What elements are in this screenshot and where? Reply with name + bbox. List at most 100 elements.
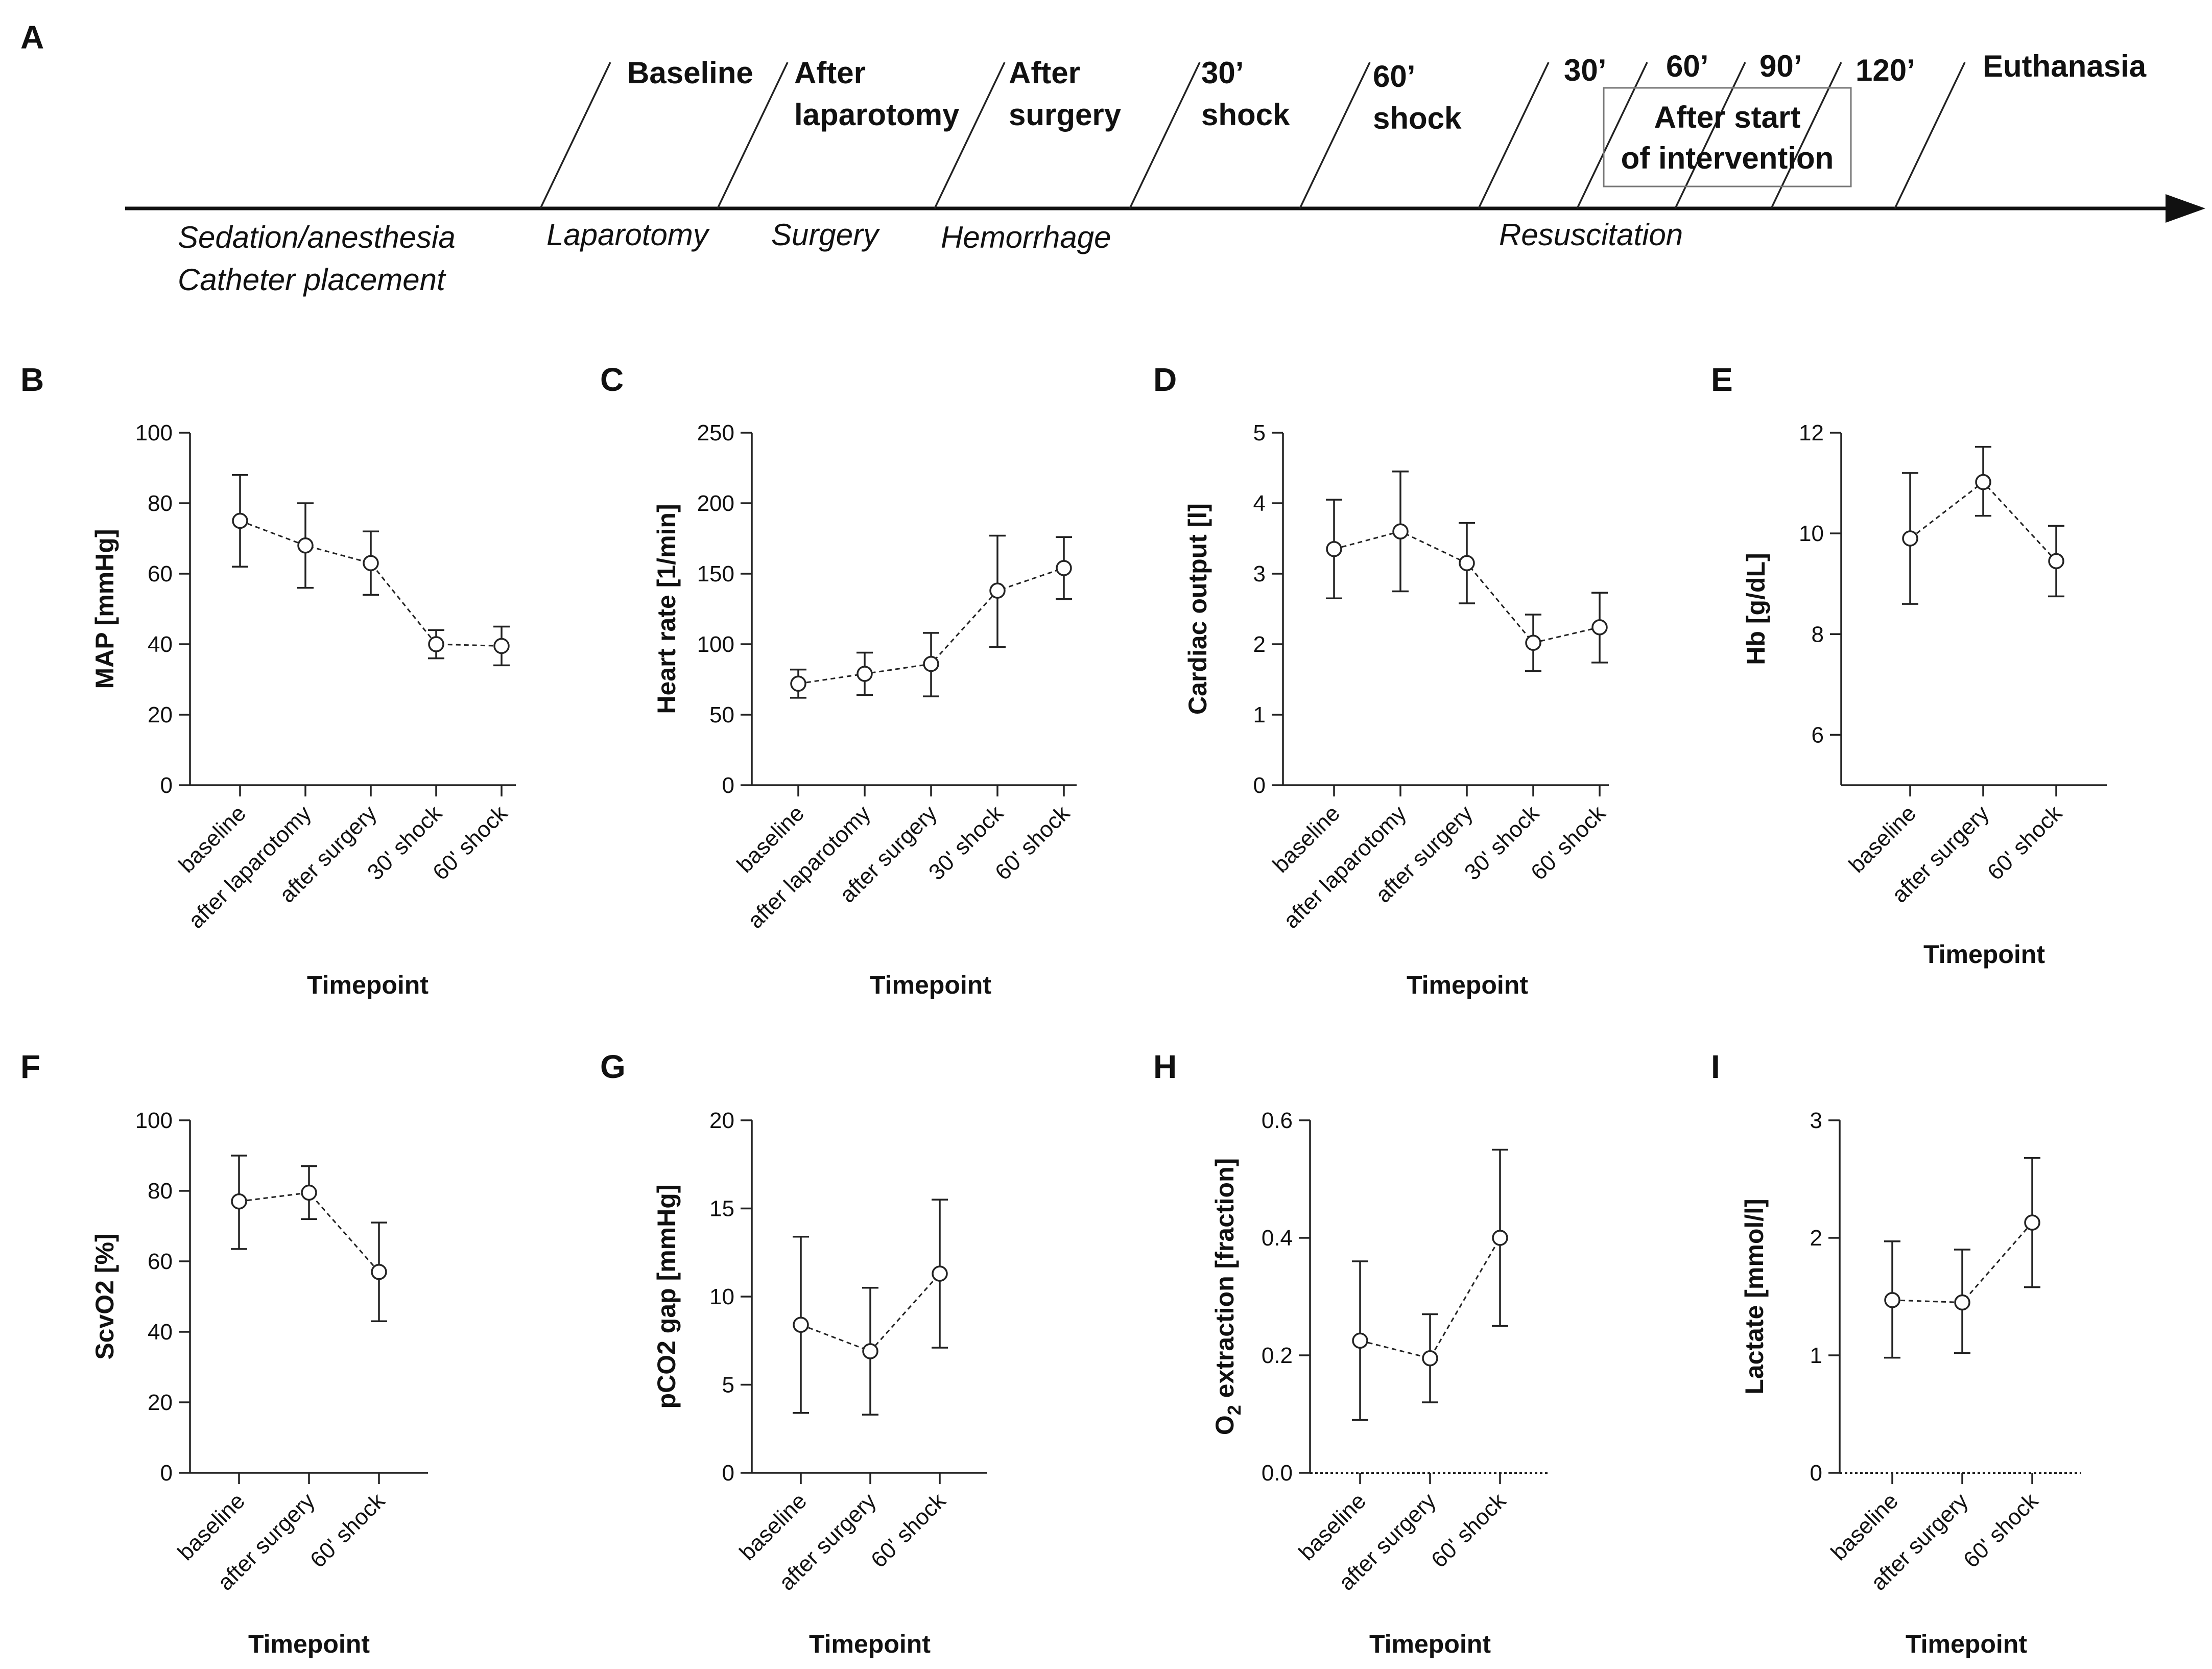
panel-c-point-3 [989, 582, 1006, 599]
panel-letter-i: I [1711, 1048, 1720, 1085]
panel-letter-b: B [20, 361, 44, 398]
intervention-box-line-1: After start [1654, 100, 1801, 134]
panel-d-point-1 [1392, 523, 1409, 539]
panel-f-series-line [239, 1191, 380, 1273]
panel-b-point-4 [493, 638, 510, 654]
panel-d-y-axis-title: Cardiac output [l] [1183, 503, 1212, 715]
phase-surgery: Surgery [771, 218, 881, 252]
panel-g-category-label-2: 60' shock [866, 1488, 951, 1573]
panel-i-ytick-label-1: 1 [1810, 1343, 1822, 1368]
event-120-resus: 120’ [1856, 53, 1915, 87]
panel-f-ytick-label-2: 40 [148, 1320, 173, 1345]
event-30-shock-2: shock [1201, 98, 1290, 132]
phase-hemorrhage: Hemorrhage [941, 220, 1111, 254]
panel-d-point-2 [1459, 555, 1475, 572]
panel-c-point-0 [790, 675, 806, 692]
panel-d-ytick-label-3: 3 [1253, 561, 1266, 586]
panel-g-x-axis-title: Timepoint [809, 1630, 931, 1658]
panel-b-point-0 [232, 512, 248, 529]
panel-b-ytick-label-3: 60 [148, 561, 173, 586]
panel-i-point-2 [2024, 1214, 2040, 1231]
panel-d-x-axis-title: Timepoint [1407, 971, 1528, 999]
event-90-resus: 90’ [1759, 49, 1802, 83]
panel-c-ytick-label-4: 200 [697, 491, 734, 516]
panel-e-category-label-0: baseline [1844, 801, 1921, 878]
panel-i-ytick-label-3: 3 [1810, 1108, 1822, 1133]
panel-b-ytick-label-2: 40 [148, 632, 173, 657]
event-baseline: Baseline [627, 56, 753, 90]
panel-i-y-axis-title: Lactate [mmol/l] [1740, 1198, 1769, 1394]
event-60-shock-2: shock [1373, 101, 1462, 135]
panel-d-point-4 [1591, 619, 1608, 636]
panel-c-category-label-1: after laparotomy [743, 801, 875, 933]
panel-f-point-1 [301, 1184, 317, 1201]
panel-h-y-axis-title: O2 extraction [fraction] [1210, 1158, 1245, 1435]
panel-f-ytick-label-5: 100 [135, 1108, 173, 1133]
panel-h-point-1 [1422, 1350, 1438, 1367]
panel-g-ytick-label-0: 0 [722, 1461, 734, 1486]
panel-c-ytick-label-0: 0 [722, 773, 734, 798]
event-60-resus: 60’ [1666, 49, 1708, 83]
panel-d-ytick-label-4: 4 [1253, 491, 1266, 516]
panel-b-ytick-label-1: 20 [148, 702, 173, 727]
panel-e-point-1 [1975, 474, 1991, 490]
panel-c-ytick-label-1: 50 [709, 702, 734, 727]
panel-c-ytick-label-5: 250 [697, 420, 734, 445]
panel-f-ytick-label-1: 20 [148, 1390, 173, 1415]
panel-e-category-label-2: 60' shock [1983, 801, 2067, 885]
panel-c-ytick-label-3: 150 [697, 561, 734, 586]
panel-g-ytick-label-2: 10 [709, 1284, 734, 1309]
panel-letter-e: E [1711, 361, 1733, 398]
panel-b-point-2 [363, 555, 379, 572]
panel-c-ytick-label-2: 100 [697, 632, 734, 657]
panel-f-point-2 [371, 1263, 387, 1280]
panel-e-ytick-label-0: 6 [1812, 722, 1824, 747]
event-after-laparotomy-1: After [794, 56, 866, 90]
panel-e-point-0 [1902, 530, 1918, 547]
panel-h-series-line [1360, 1237, 1501, 1359]
panel-g-point-0 [793, 1317, 809, 1333]
panel-b-ytick-label-5: 100 [135, 420, 173, 445]
panel-d-category-label-1: after laparotomy [1279, 801, 1411, 933]
panel-h-x-axis-title: Timepoint [1369, 1630, 1491, 1658]
event-after-surgery-2: surgery [1009, 98, 1122, 132]
phase-resuscitation: Resuscitation [1499, 218, 1683, 252]
panel-b-point-1 [297, 537, 314, 554]
panel-c-point-2 [923, 655, 939, 672]
panel-letter-d: D [1153, 361, 1177, 398]
panel-e-x-axis-title: Timepoint [1923, 940, 2045, 969]
panel-d-ytick-label-0: 0 [1253, 773, 1266, 798]
panel-c-y-axis-title: Heart rate [1/min] [652, 504, 681, 714]
panel-b-x-axis-title: Timepoint [307, 971, 429, 999]
panel-letter-a: A [20, 19, 44, 56]
panel-f-y-axis-title: ScvO2 [%] [90, 1233, 119, 1359]
panel-d-ytick-label-1: 1 [1253, 702, 1266, 727]
panel-b-ytick-label-0: 0 [160, 773, 173, 798]
timeline-arrowhead [2166, 194, 2205, 223]
panel-i-category-label-2: 60' shock [1959, 1488, 2043, 1573]
event-after-surgery-1: After [1009, 56, 1080, 90]
panel-c-point-1 [857, 666, 873, 682]
intervention-box-line-2: of intervention [1621, 141, 1834, 175]
panel-g-y-axis-title: pCO2 gap [mmHg] [652, 1185, 681, 1409]
panel-i-point-0 [1884, 1292, 1900, 1308]
panel-f-ytick-label-0: 0 [160, 1461, 173, 1486]
event-60-shock-1: 60’ [1373, 59, 1415, 93]
panel-b-category-label-1: after laparotomy [184, 801, 316, 933]
phase-catheter: Catheter placement [178, 263, 446, 297]
panel-d-ytick-label-2: 2 [1253, 632, 1266, 657]
panel-h-point-0 [1352, 1332, 1368, 1349]
panel-i-x-axis-title: Timepoint [1906, 1630, 2027, 1658]
panel-d-point-3 [1525, 634, 1541, 651]
panel-e-y-axis-title: Hb [g/dL] [1742, 553, 1770, 665]
panel-i-ytick-label-2: 2 [1810, 1226, 1822, 1251]
panel-h-ytick-label-2: 0.4 [1262, 1226, 1293, 1251]
panel-f-ytick-label-3: 60 [148, 1249, 173, 1274]
panel-g-point-2 [932, 1265, 948, 1282]
event-30-shock-1: 30’ [1201, 56, 1244, 90]
